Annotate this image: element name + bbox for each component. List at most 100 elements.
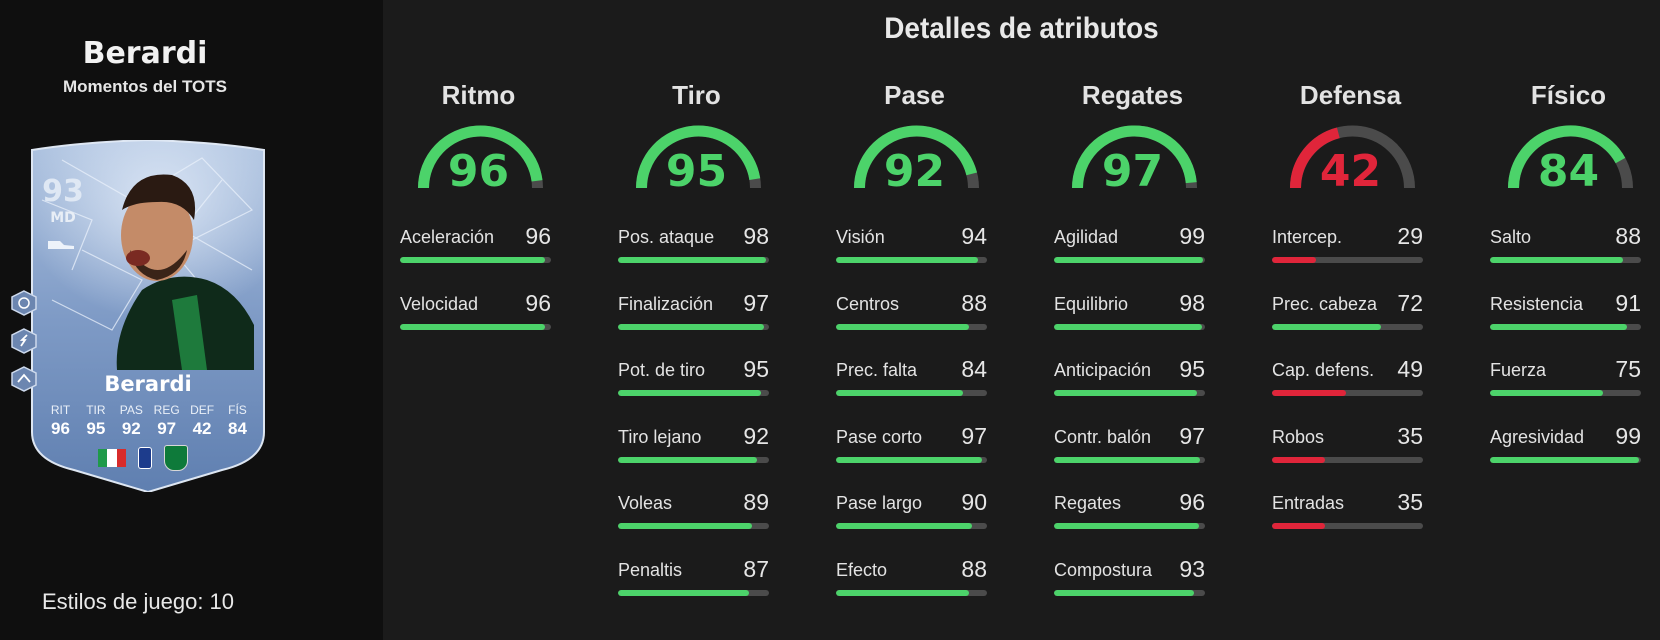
playstyle-trivela-icon[interactable]: [10, 328, 38, 354]
card-stat: FÍS 84: [221, 403, 254, 439]
attribute-value: 35: [1397, 489, 1423, 515]
attribute-row[interactable]: Velocidad 96: [400, 290, 557, 338]
attribute-label: Robos: [1272, 427, 1325, 447]
attribute-bar-track: [618, 590, 769, 596]
category-name: Físico: [1530, 80, 1607, 110]
attribute-bar-fill: [1272, 523, 1325, 529]
attribute-bar-track: [400, 257, 551, 263]
player-photo: [116, 174, 254, 370]
card-stat-value: 84: [227, 419, 247, 438]
attribute-row[interactable]: Cap. defens. 49: [1272, 356, 1429, 404]
attribute-bar-fill: [1054, 324, 1202, 330]
attribute-row[interactable]: Voleas 89: [618, 489, 775, 537]
attribute-row[interactable]: Pos. ataque 98: [618, 223, 775, 271]
playstyle-incisive-pass-icon[interactable]: [10, 366, 38, 392]
attribute-label: Pot. de tiro: [618, 360, 706, 380]
attribute-row[interactable]: Agilidad 99: [1054, 223, 1211, 271]
attribute-label: Efecto: [836, 560, 888, 580]
attribute-bar-fill: [1054, 590, 1195, 596]
attribute-bar-track: [1490, 390, 1641, 396]
attribute-row[interactable]: Prec. cabeza 72: [1272, 290, 1429, 338]
attribute-bar-fill: [836, 390, 963, 396]
attribute-row[interactable]: Pase corto 97: [836, 423, 993, 471]
attribute-bar-track: [1054, 457, 1205, 463]
card-position: MD: [50, 210, 76, 226]
card-stat-label: TIR: [86, 403, 106, 417]
attribute-bar-track: [1490, 457, 1641, 463]
attribute-value: 99: [1179, 223, 1205, 249]
attribute-label: Intercep.: [1272, 227, 1343, 247]
card-stat-label: DEF: [190, 403, 215, 417]
attribute-row[interactable]: Penaltis 87: [618, 556, 775, 604]
category-value: 96: [447, 146, 510, 197]
attribute-bar-fill: [618, 457, 757, 463]
card-badges: [98, 445, 188, 471]
attribute-bar-track: [1272, 324, 1423, 330]
attribute-value: 93: [1179, 556, 1205, 582]
attribute-row[interactable]: Visión 94: [836, 223, 993, 271]
attribute-bar-track: [1272, 523, 1423, 529]
attribute-bar-track: [1272, 457, 1423, 463]
attribute-bar-track: [1490, 257, 1641, 263]
attribute-value: 84: [961, 356, 987, 382]
attribute-row[interactable]: Centros 88: [836, 290, 993, 338]
playstyle-finesse-icon[interactable]: [10, 290, 38, 316]
attribute-row[interactable]: Equilibrio 98: [1054, 290, 1211, 338]
attribute-row[interactable]: Compostura 93: [1054, 556, 1211, 604]
attribute-row[interactable]: Resistencia 91: [1490, 290, 1647, 338]
attribute-row[interactable]: Pot. de tiro 95: [618, 356, 775, 404]
attribute-row[interactable]: Finalización 97: [618, 290, 775, 338]
attribute-bar-track: [618, 457, 769, 463]
attribute-label: Agilidad: [1054, 227, 1119, 247]
attribute-bar-track: [1054, 257, 1205, 263]
attribute-row[interactable]: Anticipación 95: [1054, 356, 1211, 404]
attribute-bar-fill: [1054, 523, 1199, 529]
attribute-value: 88: [961, 556, 987, 582]
attribute-row[interactable]: Regates 96: [1054, 489, 1211, 537]
attribute-row[interactable]: Efecto 88: [836, 556, 993, 604]
attribute-bar-fill: [618, 590, 750, 596]
attribute-value: 87: [743, 556, 769, 582]
attribute-bar-track: [836, 257, 987, 263]
attribute-row[interactable]: Pase largo 90: [836, 489, 993, 537]
category-value: 97: [1101, 146, 1164, 197]
attribute-bar-fill: [1054, 390, 1198, 396]
attribute-bar-fill: [836, 257, 978, 263]
card-stat-value: 96: [51, 419, 70, 438]
category-name: Pase: [884, 80, 945, 110]
attribute-row[interactable]: Intercep. 29: [1272, 223, 1429, 271]
attribute-row[interactable]: Aceleración 96: [400, 223, 557, 271]
attribute-row[interactable]: Fuerza 75: [1490, 356, 1647, 404]
attribute-row[interactable]: Prec. falta 84: [836, 356, 993, 404]
player-card[interactable]: 93 MD Berardi RIT 96 TIR 95 PAS 92 REG 9…: [22, 140, 274, 492]
attribute-bar-track: [618, 324, 769, 330]
attribute-value: 91: [1615, 290, 1641, 316]
category-gauge: [1508, 125, 1633, 189]
attribute-row[interactable]: Entradas 35: [1272, 489, 1429, 537]
boot-icon: [46, 237, 76, 256]
attribute-bar-track: [1054, 523, 1205, 529]
attribute-label: Compostura: [1054, 560, 1153, 580]
attribute-bar-fill: [1272, 324, 1381, 330]
attribute-bar-track: [618, 523, 769, 529]
attribute-label: Contr. balón: [1054, 427, 1152, 447]
card-stats: RIT 96 TIR 95 PAS 92 REG 97 DEF 42 FÍS 8…: [44, 403, 254, 439]
attribute-row[interactable]: Robos 35: [1272, 423, 1429, 471]
attribute-bar-fill: [1490, 457, 1640, 463]
attribute-bar-fill: [836, 324, 969, 330]
attribute-bar-fill: [1054, 457, 1201, 463]
attribute-value: 98: [1179, 290, 1205, 316]
attribute-label: Equilibrio: [1054, 294, 1129, 314]
attribute-row[interactable]: Salto 88: [1490, 223, 1647, 271]
attribute-row[interactable]: Agresividad 99: [1490, 423, 1647, 471]
attribute-bar-fill: [836, 590, 969, 596]
attribute-row[interactable]: Tiro lejano 92: [618, 423, 775, 471]
attribute-row[interactable]: Contr. balón 97: [1054, 423, 1211, 471]
gauge-fill: [418, 125, 543, 189]
attribute-bar-track: [618, 257, 769, 263]
attribute-value: 75: [1615, 356, 1641, 382]
attribute-label: Regates: [1054, 493, 1122, 513]
attribute-bar-fill: [1272, 457, 1325, 463]
card-stat-value: 92: [121, 419, 141, 438]
card-stat: PAS 92: [115, 403, 148, 439]
